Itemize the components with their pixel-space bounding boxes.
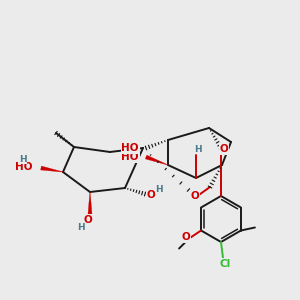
Text: H: H [19, 154, 27, 164]
Text: Cl: Cl [219, 259, 231, 269]
Text: H: H [155, 184, 163, 194]
Text: H: H [194, 145, 202, 154]
Polygon shape [88, 192, 92, 214]
Text: O: O [147, 190, 155, 200]
Text: O: O [84, 215, 92, 225]
Text: HO: HO [16, 162, 33, 172]
Polygon shape [40, 166, 63, 172]
Text: O: O [190, 191, 200, 201]
Text: O: O [220, 144, 228, 154]
Text: H: H [77, 223, 85, 232]
Text: O: O [182, 232, 190, 242]
Polygon shape [145, 155, 168, 165]
Text: HO: HO [122, 143, 139, 153]
Text: HO: HO [122, 152, 139, 162]
